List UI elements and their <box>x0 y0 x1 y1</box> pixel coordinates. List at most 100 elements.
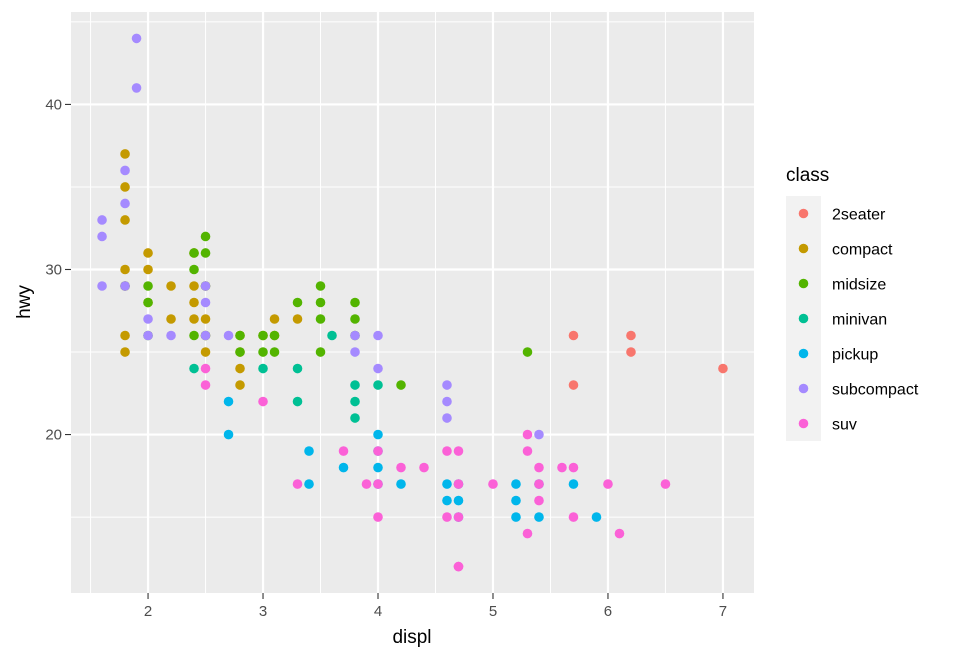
data-point <box>166 314 176 324</box>
data-point <box>614 528 625 539</box>
data-point <box>603 479 613 489</box>
data-point <box>269 314 280 324</box>
data-point <box>97 281 107 291</box>
data-point <box>568 462 579 473</box>
data-point <box>189 281 199 291</box>
data-point <box>200 297 211 308</box>
legend-key-subcompact <box>798 383 809 394</box>
data-point <box>131 33 142 44</box>
data-point <box>120 281 130 291</box>
data-point <box>200 330 211 341</box>
y-tick-label: 30 <box>45 261 62 278</box>
x-tick-label: 2 <box>144 603 152 620</box>
data-point <box>223 396 234 407</box>
data-point <box>269 347 280 357</box>
data-point <box>189 363 199 374</box>
data-point <box>292 314 303 324</box>
major-gridlines <box>71 12 754 593</box>
legend-items: 2seater compact midsize minivan pickup subcom… <box>786 196 919 441</box>
data-point <box>200 347 211 357</box>
data-point <box>522 446 533 456</box>
data-point <box>373 363 383 374</box>
data-point <box>200 281 211 291</box>
x-tick-label: 5 <box>489 603 497 620</box>
y-axis-title: hwy <box>14 285 35 319</box>
data-point <box>718 363 728 374</box>
data-point <box>304 479 314 489</box>
data-point <box>522 528 533 539</box>
data-point <box>442 446 452 456</box>
data-point <box>442 512 452 522</box>
series-subcompact <box>97 33 544 440</box>
data-point <box>453 561 464 572</box>
data-point <box>120 330 130 341</box>
data-point <box>511 479 521 489</box>
data-point <box>350 314 360 324</box>
data-point <box>442 396 452 407</box>
data-point <box>419 462 429 473</box>
data-point <box>568 512 579 522</box>
y-tick-label: 40 <box>45 96 62 113</box>
axis-ticks <box>65 103 724 599</box>
legend-key-pickup <box>798 348 809 359</box>
series-compact <box>120 149 303 390</box>
data-point <box>453 495 464 506</box>
legend-label-2seater: 2seater <box>832 207 886 224</box>
data-point <box>568 380 579 390</box>
data-point <box>189 264 199 275</box>
data-point <box>350 413 360 423</box>
data-point <box>189 248 199 258</box>
data-point <box>373 380 383 390</box>
data-point <box>200 231 211 242</box>
data-point <box>292 479 303 489</box>
data-point <box>120 165 130 176</box>
data-point <box>97 231 107 242</box>
data-point <box>200 248 211 258</box>
data-point <box>453 479 464 489</box>
minor-gridlines <box>71 12 754 593</box>
y-tick-label: 20 <box>45 427 62 444</box>
data-point <box>315 347 326 357</box>
series-minivan <box>189 330 383 423</box>
legend-label-suv: suv <box>832 417 857 434</box>
legend-key-minivan <box>798 313 809 324</box>
data-point <box>120 347 130 357</box>
data-point <box>120 264 130 275</box>
data-point <box>143 264 153 275</box>
data-point <box>557 462 567 473</box>
data-point <box>522 347 533 357</box>
data-point <box>373 512 383 522</box>
data-point <box>442 413 452 423</box>
data-point <box>143 314 153 324</box>
data-point <box>350 396 360 407</box>
data-point <box>120 198 130 209</box>
data-point <box>373 446 383 456</box>
data-point <box>338 446 349 456</box>
data-point <box>120 215 130 225</box>
data-point <box>120 149 130 159</box>
x-axis-tick-labels: 2 3 4 5 6 7 <box>144 603 727 620</box>
legend-key-midsize <box>798 278 809 289</box>
data-point <box>327 330 337 341</box>
legend: class 2seater compact midsize minivan pickup… <box>786 165 919 441</box>
data-point <box>200 363 211 374</box>
data-point <box>120 182 130 192</box>
data-point <box>235 347 245 357</box>
x-tick-label: 4 <box>374 603 382 620</box>
data-point <box>292 396 303 407</box>
data-point <box>522 429 533 440</box>
data-point <box>315 297 326 308</box>
data-point <box>568 479 579 489</box>
data-point <box>660 479 671 489</box>
data-point <box>189 330 199 341</box>
data-point <box>350 380 360 390</box>
data-point <box>143 281 153 291</box>
data-point <box>292 297 303 308</box>
data-point <box>258 363 268 374</box>
data-point <box>373 330 383 341</box>
data-point <box>143 248 153 258</box>
data-point <box>223 429 234 440</box>
data-point <box>189 297 199 308</box>
data-point <box>350 347 360 357</box>
